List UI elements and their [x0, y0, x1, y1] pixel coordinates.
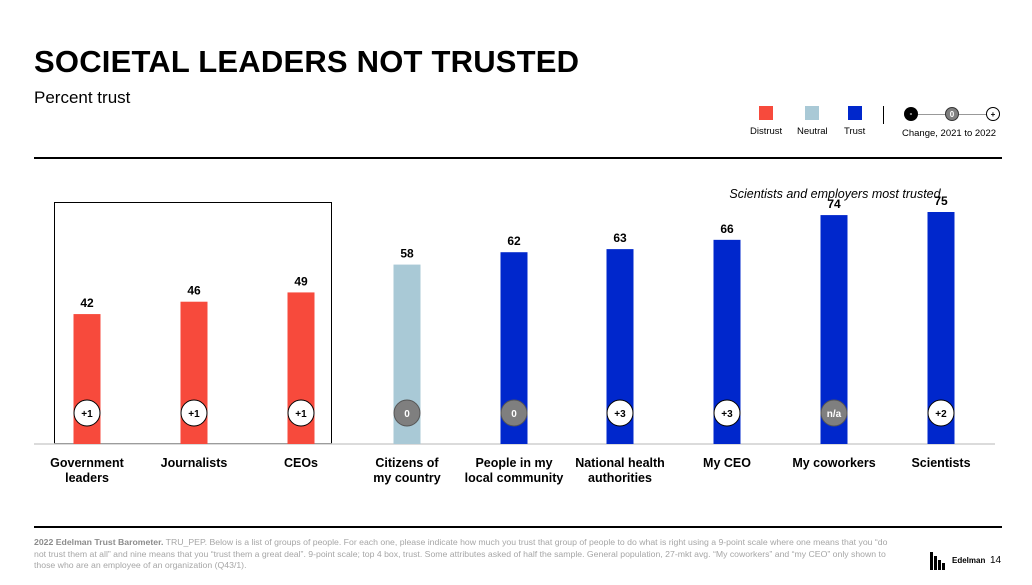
plus-change-icon: +	[986, 107, 1000, 121]
data-label: 58	[400, 247, 414, 261]
data-label: 46	[187, 284, 201, 298]
category-tick-label: National health	[575, 456, 665, 470]
chart-annotation: Scientists and employers most trusted	[729, 187, 941, 201]
category-tick-label: local community	[465, 471, 564, 485]
data-label: 75	[934, 194, 948, 208]
change-indicator-icon	[393, 399, 421, 427]
change-indicator-icon	[820, 399, 848, 427]
header-rule	[34, 157, 1002, 159]
category-tick-label: leaders	[65, 471, 109, 485]
category-tick-label: authorities	[588, 471, 652, 485]
change-label: +3	[614, 409, 626, 420]
change-indicator-icon	[500, 399, 528, 427]
change-indicator-icon	[713, 399, 741, 427]
footer-rule	[34, 526, 1002, 528]
page-number: 14	[990, 555, 1002, 566]
legend-neutral-label: Neutral	[797, 126, 828, 137]
change-label: +1	[188, 409, 200, 420]
edelman-logo-icon	[930, 552, 945, 570]
page-title: SOCIETAL LEADERS NOT TRUSTED	[34, 44, 580, 79]
change-label: +1	[81, 409, 93, 420]
trust-swatch	[847, 106, 862, 120]
change-label: +3	[721, 409, 733, 420]
data-label: 63	[613, 231, 627, 245]
change-indicator-icon	[606, 399, 634, 427]
category-tick-label: My CEO	[703, 456, 751, 470]
change-label: +2	[935, 409, 947, 420]
footnote-text: TRU_PEP. Below is a list of groups of pe…	[34, 537, 888, 570]
neutral-swatch	[805, 106, 820, 120]
change-indicator-icon	[180, 399, 208, 427]
legend-trust: Trust	[844, 106, 865, 137]
category-tick-label: CEOs	[284, 456, 318, 470]
change-indicator-icon	[927, 399, 955, 427]
category-tick-label: Government	[50, 456, 124, 470]
footnote-source: 2022 Edelman Trust Barometer.	[34, 537, 164, 547]
legend-change-label: Change, 2021 to 2022	[902, 128, 997, 139]
change-label: +1	[295, 409, 307, 420]
change-label: 0	[511, 409, 517, 420]
minus-change-icon: -	[904, 107, 918, 121]
legend-distrust-label: Distrust	[750, 126, 783, 137]
distrust-swatch	[759, 106, 774, 120]
data-label: 62	[507, 234, 521, 248]
change-indicator-icon	[73, 399, 101, 427]
data-label: 66	[720, 222, 734, 236]
legend: Distrust Neutral Trust - 0 + Change, 202…	[740, 106, 1010, 146]
zero-change-icon: 0	[945, 107, 959, 121]
source-footnote: 2022 Edelman Trust Barometer. TRU_PEP. B…	[34, 537, 894, 572]
category-tick-label: My coworkers	[792, 456, 875, 470]
change-label: n/a	[827, 409, 842, 420]
data-label: 74	[827, 197, 841, 211]
page-subtitle: Percent trust	[34, 88, 131, 107]
category-tick-label: Citizens of	[375, 456, 439, 470]
legend-neutral: Neutral	[797, 106, 828, 137]
category-tick-label: Scientists	[911, 456, 970, 470]
data-label: 42	[80, 296, 94, 310]
brand-name: Edelman	[952, 556, 986, 565]
legend-trust-label: Trust	[844, 126, 866, 137]
change-label: 0	[404, 409, 410, 420]
change-indicator-icon	[287, 399, 315, 427]
category-tick-label: my country	[373, 471, 440, 485]
category-tick-label: Journalists	[161, 456, 228, 470]
legend-distrust: Distrust	[750, 106, 782, 137]
category-tick-label: People in my	[475, 456, 552, 470]
data-label: 49	[294, 274, 308, 288]
legend-divider	[883, 106, 884, 124]
